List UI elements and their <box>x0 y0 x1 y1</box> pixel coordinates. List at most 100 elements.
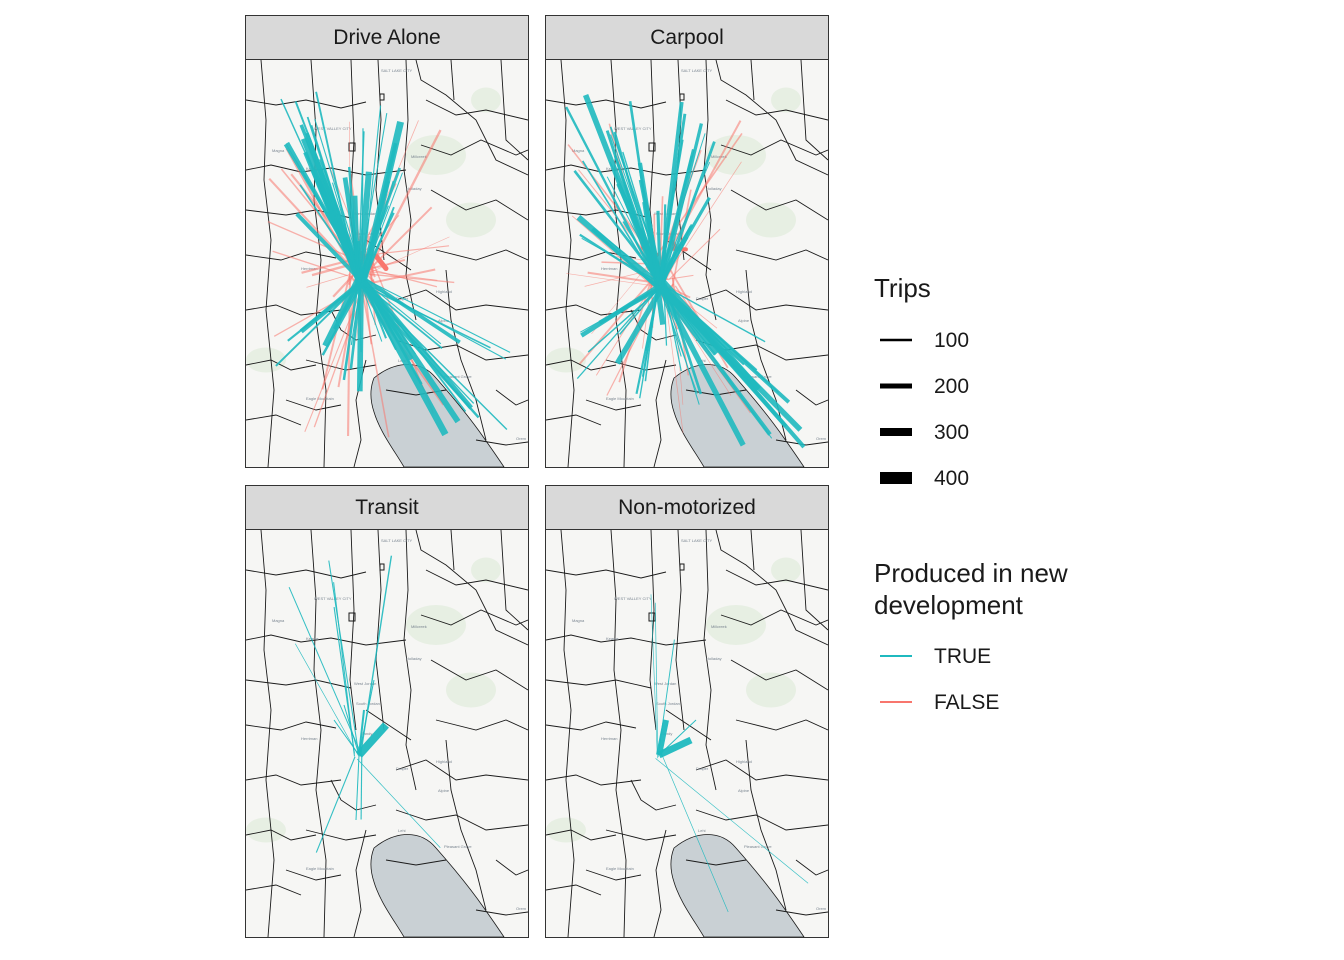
zone-boundary <box>435 249 528 261</box>
place-label: WEST VALLEY CITY <box>314 596 352 601</box>
legend-size-title: Trips <box>874 273 931 303</box>
flow-true <box>358 679 375 756</box>
flow-true <box>592 227 660 282</box>
flow-true <box>343 704 360 756</box>
zone-boundary <box>500 60 528 161</box>
flow-true <box>657 736 693 759</box>
map-non-motorized: WEST VALLEY CITY SALT LAKE CITY Magna Kearn… <box>545 529 829 938</box>
flow-true <box>356 722 389 758</box>
zone-boundary <box>375 530 385 731</box>
legend-size-label: 100 <box>934 329 970 352</box>
flow-true <box>360 753 363 820</box>
place-label: Herriman <box>301 266 317 271</box>
place-label: Eagle Mountain <box>606 396 634 401</box>
zone-boundary <box>546 634 707 646</box>
zone-boundary <box>653 359 667 467</box>
zone-marker <box>348 142 356 152</box>
flow-true <box>357 171 372 277</box>
legend-size-label: 200 <box>934 375 970 398</box>
zone-boundary <box>546 414 602 426</box>
flow-true <box>359 282 491 349</box>
flow-true <box>658 282 758 371</box>
zone-marker <box>648 142 656 152</box>
facet-panel-drive-alone: Drive Alone WEST VALLEY CITY SALT LAKE CI… <box>245 15 529 468</box>
park-area <box>546 817 586 843</box>
flow-true <box>315 756 356 853</box>
park-area <box>471 557 501 583</box>
place-label: Orem <box>516 436 527 441</box>
facet-panel-transit: Transit WEST VALLEY CITY SALT LAKE CITY Ma… <box>245 485 529 938</box>
flow-true <box>356 758 441 849</box>
flow-true <box>565 106 660 286</box>
place-label: Millcreek <box>411 624 427 629</box>
zone-marker <box>379 563 385 571</box>
park-area <box>746 672 796 708</box>
flow-false <box>668 228 721 280</box>
zone-boundary <box>425 99 528 121</box>
legend-color-label: FALSE <box>934 691 1000 714</box>
zone-boundary <box>605 829 677 841</box>
place-label: Magna <box>572 618 585 623</box>
zone-boundary <box>546 829 617 841</box>
zone-boundary <box>546 359 617 371</box>
place-label: WEST VALLEY CITY <box>614 596 652 601</box>
legend-size-key <box>880 338 912 342</box>
zone-boundary <box>310 530 327 937</box>
zone-boundary <box>725 99 828 121</box>
zone-boundary <box>415 530 528 646</box>
flow-true <box>358 709 365 756</box>
flow-true <box>295 212 365 285</box>
zone-boundary <box>365 709 412 741</box>
flow-true <box>328 560 360 757</box>
flow-false <box>374 254 389 272</box>
flow-true <box>660 123 704 287</box>
park-area <box>446 672 496 708</box>
zone-boundary <box>330 779 377 811</box>
flow-false <box>272 250 348 277</box>
flow-false <box>360 283 390 438</box>
park-area <box>771 87 801 113</box>
flow-true <box>361 105 382 284</box>
flow-true <box>359 277 461 424</box>
flow-false <box>661 161 742 284</box>
place-label: Lehi <box>398 828 406 833</box>
legend-color-title: Produced in new development <box>874 557 1068 621</box>
zone-boundary <box>695 809 828 831</box>
place-label: Herriman <box>301 736 317 741</box>
place-label: Alpine <box>438 788 450 793</box>
place-label: SALT LAKE CITY <box>681 68 713 73</box>
facet-panel-non-motorized: Non-motorized WEST VALLEY CITY SALT LAKE … <box>545 485 829 938</box>
place-label: Sandy <box>661 731 672 736</box>
zone-boundary <box>745 269 787 441</box>
flow-true <box>650 594 658 754</box>
flow-false <box>268 177 366 284</box>
place-label: Sandy <box>361 731 372 736</box>
zone-marker <box>679 563 685 571</box>
zone-boundary <box>546 774 642 786</box>
flow-true <box>635 283 661 395</box>
legend-size-key <box>880 383 912 389</box>
flow-true <box>361 276 511 353</box>
zone-boundary <box>560 60 575 467</box>
park-area <box>446 202 496 238</box>
place-label: SALT LAKE CITY <box>681 538 713 543</box>
place-label: Draper <box>696 766 709 771</box>
zone-marker <box>679 93 685 101</box>
zone-boundary <box>775 439 828 446</box>
zone-boundary <box>800 60 828 161</box>
zone-boundary <box>246 884 302 896</box>
lake <box>670 834 805 937</box>
zone-boundary <box>475 439 528 446</box>
place-label: Orem <box>816 436 827 441</box>
zone-boundary <box>730 189 828 221</box>
zone-boundary <box>435 719 528 731</box>
flow-true <box>288 586 361 752</box>
flow-true <box>361 278 473 410</box>
zone-boundary <box>246 774 342 786</box>
facet-strip-transit: Transit <box>245 485 529 530</box>
flow-false <box>364 129 442 277</box>
place-label: Holladay <box>706 656 722 661</box>
facet-title: Drive Alone <box>333 25 441 49</box>
park-area <box>771 557 801 583</box>
zone-boundary <box>750 60 755 101</box>
